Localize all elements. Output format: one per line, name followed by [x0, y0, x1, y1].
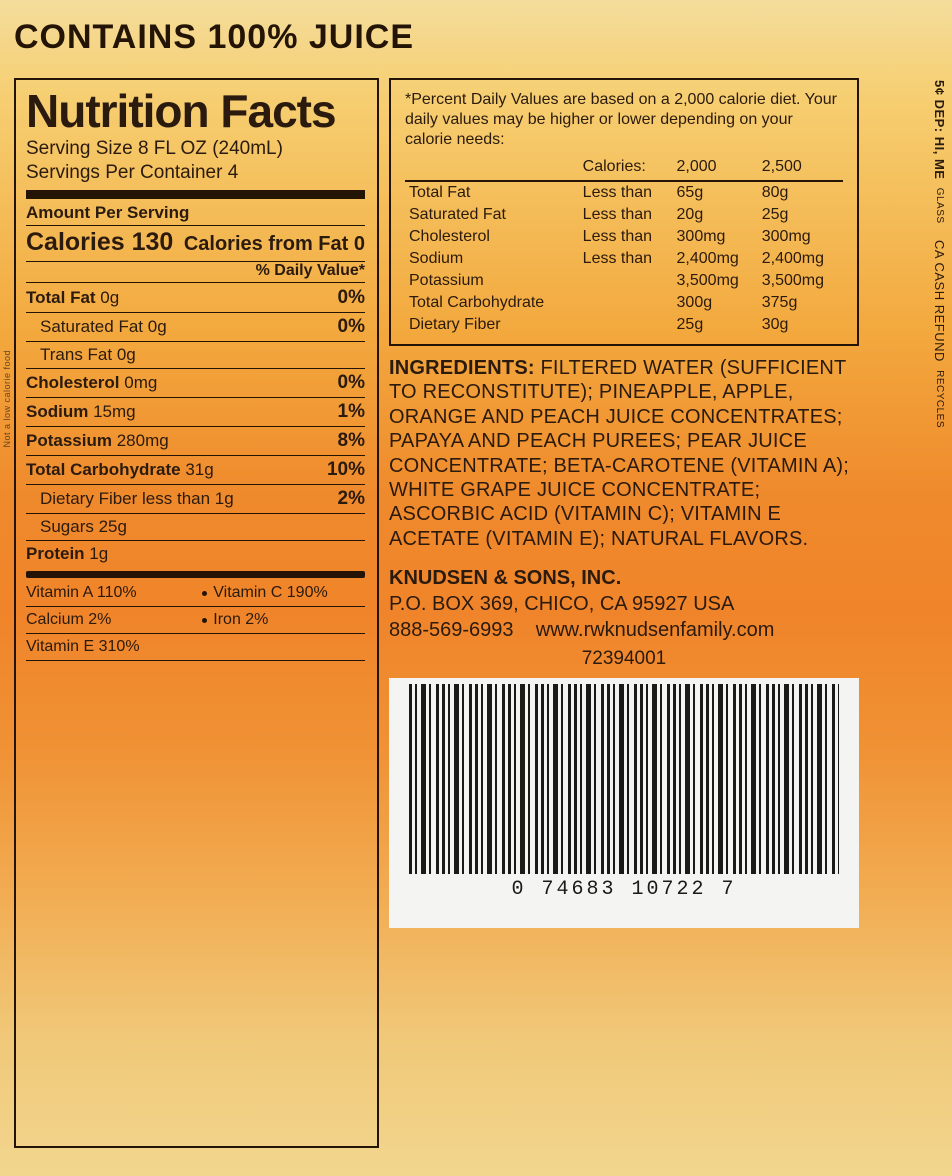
calories-from-fat-label: Calories from Fat — [184, 233, 348, 255]
company-phone: 888-569-6993 — [389, 619, 514, 641]
trans-fat-row: Trans Fat 0g — [26, 342, 365, 369]
company-name: KNUDSEN & SONS, INC. — [389, 565, 859, 591]
daily-values-table: Calories: 2,000 2,500 Total Fat Less tha… — [405, 156, 843, 336]
juice-nutrition-label: CONTAINS 100% JUICE Not a low calorie fo… — [0, 0, 952, 1176]
right-column: *Percent Daily Values are based on a 2,0… — [389, 78, 859, 928]
saturated-fat-row: Saturated Fat 0g 0% — [26, 313, 365, 342]
daily-values-box: *Percent Daily Values are based on a 2,0… — [389, 78, 859, 346]
barcode-digits-text: 0 74683 10722 7 — [511, 878, 736, 901]
bullet-icon — [202, 618, 207, 623]
serving-size-text: Serving Size 8 FL OZ (240mL) — [26, 138, 365, 160]
company-address: P.O. BOX 369, CHICO, CA 95927 USA — [389, 591, 859, 617]
vitamin-row-3: Vitamin E 310% — [26, 634, 365, 661]
amount-per-serving-label: Amount Per Serving — [26, 203, 365, 226]
dv-row-cholesterol: Cholesterol Less than 300mg 300mg — [405, 226, 843, 248]
sodium-label: Sodium 15mg — [26, 402, 136, 422]
dv-row-total-carb: Total Carbohydrate 300g 375g — [405, 292, 843, 314]
company-contact: 888-569-6993 www.rwknudsenfamily.com — [389, 617, 859, 643]
divider-bar-2 — [26, 571, 365, 578]
dv-row-saturated-fat: Saturated Fat Less than 20g 25g — [405, 204, 843, 226]
divider-bar-1 — [26, 190, 365, 199]
company-website: www.rwknudsenfamily.com — [536, 619, 775, 641]
dv-row-total-fat: Total Fat Less than 65g 80g — [405, 181, 843, 204]
barcode-icon — [409, 684, 839, 874]
sugars-label: Sugars 25g — [40, 517, 127, 537]
calories-value: 130 — [132, 228, 174, 256]
ingredients-block: INGREDIENTS: FILTERED WATER (SUFFICIENT … — [389, 356, 859, 551]
contains-juice-banner: CONTAINS 100% JUICE — [14, 18, 414, 57]
servings-per-container-text: Servings Per Container 4 — [26, 162, 365, 184]
calories-row: Calories 130 Calories from Fat 0 — [26, 228, 365, 262]
bullet-icon — [202, 591, 207, 596]
deposit-notice: 5¢ DEP: HI, ME GLASS CA CASH REFUND RECY… — [886, 80, 946, 428]
sodium-row: Sodium 15mg 1% — [26, 398, 365, 427]
dv-row-dietary-fiber: Dietary Fiber 25g 30g — [405, 314, 843, 336]
company-info-block: KNUDSEN & SONS, INC. P.O. BOX 369, CHICO… — [389, 565, 859, 672]
total-carb-label: Total Carbohydrate 31g — [26, 460, 214, 480]
trans-fat-label: Trans Fat 0g — [40, 345, 136, 365]
total-fat-label: Total Fat 0g — [26, 288, 119, 308]
dietary-fiber-label: Dietary Fiber less than 1g — [40, 489, 234, 509]
dv-row-potassium: Potassium 3,500mg 3,500mg — [405, 270, 843, 292]
saturated-fat-label: Saturated Fat 0g — [40, 317, 167, 337]
potassium-label: Potassium 280mg — [26, 431, 169, 451]
product-code: 72394001 — [389, 647, 859, 672]
dietary-fiber-row: Dietary Fiber less than 1g 2% — [26, 485, 365, 514]
potassium-row: Potassium 280mg 8% — [26, 427, 365, 456]
nutrition-facts-box: Nutrition Facts Serving Size 8 FL OZ (24… — [14, 78, 379, 1148]
calories-label: Calories — [26, 228, 125, 256]
total-fat-row: Total Fat 0g 0% — [26, 284, 365, 313]
dv-row-sodium: Sodium Less than 2,400mg 2,400mg — [405, 248, 843, 270]
protein-label: Protein 1g — [26, 544, 108, 564]
total-carb-row: Total Carbohydrate 31g 10% — [26, 456, 365, 485]
vitamin-row-1: Vitamin A 110% Vitamin C 190% — [26, 580, 365, 607]
low-calorie-disclaimer: Not a low calorie food — [2, 350, 12, 448]
calories-from-fat-value: 0 — [354, 233, 365, 255]
daily-value-header: % Daily Value* — [26, 262, 365, 283]
cholesterol-label: Cholesterol 0mg — [26, 373, 157, 393]
nutrition-facts-title: Nutrition Facts — [26, 88, 365, 134]
vitamin-row-2: Calcium 2% Iron 2% — [26, 607, 365, 634]
cholesterol-row: Cholesterol 0mg 0% — [26, 369, 365, 398]
protein-row: Protein 1g — [26, 541, 365, 567]
sugars-row: Sugars 25g — [26, 514, 365, 541]
daily-values-intro: *Percent Daily Values are based on a 2,0… — [405, 90, 843, 150]
barcode-block: 0 74683 10722 7 — [389, 678, 859, 928]
